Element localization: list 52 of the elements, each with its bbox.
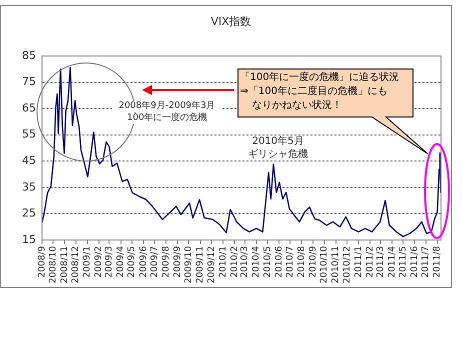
x-tick-label: 2010/12	[342, 246, 352, 284]
x-tick-label: 2009/4	[116, 246, 126, 278]
x-tick-label: 2008/12	[71, 246, 82, 284]
x-tick-label: 2009/12	[206, 246, 217, 284]
y-tick-label: 65	[22, 101, 36, 114]
x-tick-label: 2010/8	[297, 246, 308, 278]
y-tick-label: 25	[22, 206, 36, 220]
x-tick-label: 2009/5	[127, 246, 138, 278]
annotation: 100年に一度の危機	[127, 113, 208, 124]
x-tick-label: 2009/10	[184, 246, 194, 284]
x-tick-label: 2011/8	[432, 246, 443, 278]
annotation: ⇒「100年に二度目の危機」にも	[240, 85, 388, 98]
annotation: なりかねない状況！	[252, 99, 343, 112]
x-tick-label: 2010/3	[240, 246, 250, 278]
x-tick-label: 2008/9	[37, 246, 48, 278]
x-tick-label: 2009/7	[150, 246, 160, 278]
x-tick-label: 2010/2	[230, 246, 240, 278]
y-tick-label: 75	[22, 75, 36, 88]
x-tick-label: 2011/1	[354, 246, 364, 278]
annotation: 2008年9月-2009年3月	[112, 101, 222, 112]
annotation: ギリシャ危機	[247, 148, 309, 161]
chart-title: VIX指数	[210, 14, 252, 29]
annotation: 「100年に一度の危機」に迫る状況	[240, 71, 400, 84]
x-tick-label: 2011/4	[387, 246, 398, 278]
x-tick-label: 2009/2	[94, 246, 104, 278]
y-tick-label: 15	[22, 232, 36, 246]
y-tick-label: 55	[22, 128, 36, 141]
x-tick-label: 2008/10	[48, 246, 58, 284]
x-tick-label: 2009/6	[138, 246, 149, 278]
y-tick-label: 85	[22, 48, 36, 62]
x-tick-label: 2010/11	[331, 246, 342, 284]
x-tick-label: 2010/4	[252, 246, 262, 278]
y-tick-label: 45	[22, 154, 36, 167]
x-tick-label: 2011/3	[376, 246, 386, 278]
x-tick-label: 2010/9	[308, 246, 319, 278]
x-tick-label: 2008/11	[60, 246, 70, 284]
x-tick-label: 2009/8	[161, 246, 172, 278]
x-tick-label: 2010/5	[262, 246, 273, 278]
x-tick-label: 2010/10	[320, 246, 330, 284]
y-tick-label: 35	[22, 180, 36, 194]
x-tick-label: 2010/1	[218, 246, 228, 278]
annotation: 2010年5月	[251, 135, 305, 148]
x-tick-label: 2011/2	[365, 246, 376, 278]
x-tick-label: 2011/5	[398, 246, 408, 278]
x-tick-label: 2009/1	[82, 246, 93, 278]
x-tick-label: 2009/9	[172, 246, 183, 278]
x-tick-label: 2011/7	[421, 246, 432, 278]
x-tick-label: 2010/6	[274, 246, 284, 278]
x-tick-label: 2010/7	[286, 246, 296, 278]
x-tick-label: 2009/3	[104, 246, 115, 278]
x-tick-label: 2009/11	[196, 246, 206, 284]
x-tick-label: 2011/6	[410, 246, 420, 278]
